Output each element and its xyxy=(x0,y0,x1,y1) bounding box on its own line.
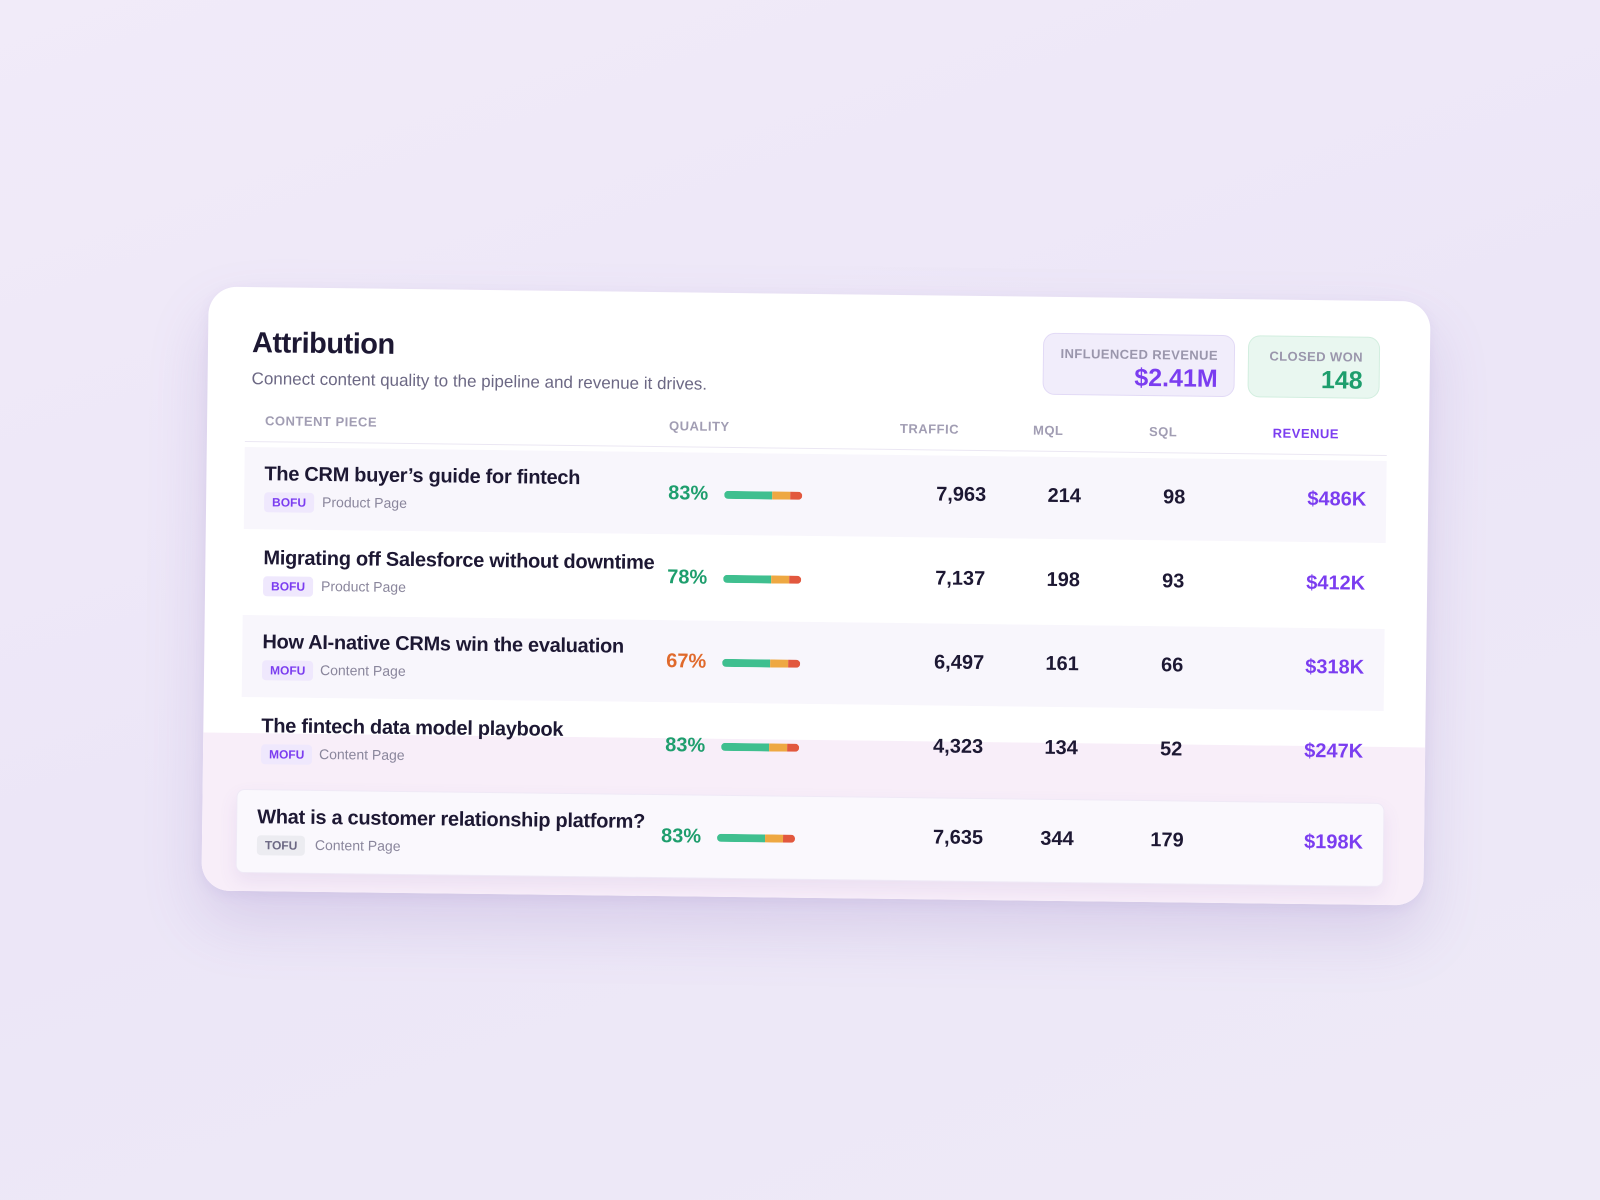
column-header: SQL xyxy=(1148,424,1178,440)
cell-revenue: $247K xyxy=(1304,739,1364,763)
quality-score: 83% xyxy=(668,482,709,505)
cell-revenue: $198K xyxy=(1303,830,1364,854)
title: Attribution xyxy=(251,327,395,361)
attribution-card: Attribution Connect content quality to t… xyxy=(201,286,1431,906)
quality-bar xyxy=(724,490,803,500)
cell-revenue: $486K xyxy=(1307,487,1367,511)
stage-tag: MOFU xyxy=(260,744,313,765)
quality-bar xyxy=(722,658,801,668)
content-title: The fintech data model playbook xyxy=(261,715,564,741)
cell-traffic: 7,137 xyxy=(935,567,986,591)
cell-traffic: 7,963 xyxy=(936,483,987,507)
quality-bar-segment xyxy=(770,659,788,668)
table-row: The fintech data model playbook MOFU Conte… xyxy=(241,699,1384,795)
quality-bar-segment xyxy=(788,575,802,584)
quality-bar-segment xyxy=(765,834,783,843)
quality-bar-segment xyxy=(786,743,800,752)
column-header: CONTENT PIECE xyxy=(265,413,378,430)
cell-revenue: $412K xyxy=(1306,571,1366,595)
cell-mql: 198 xyxy=(1046,568,1081,592)
table-row: What is a customer relationship platform… xyxy=(235,788,1385,887)
content-title: The CRM buyer’s guide for fintech xyxy=(264,463,581,490)
stage-tag: MOFU xyxy=(261,660,314,681)
page-type: Product Page xyxy=(320,577,407,595)
quality-bar-segment xyxy=(787,659,801,668)
quality-bar-segment xyxy=(722,658,771,668)
cell-traffic: 7,635 xyxy=(932,826,984,850)
cell-sql: 93 xyxy=(1161,570,1185,593)
cell-sql: 52 xyxy=(1159,738,1183,761)
table-row: The CRM buyer’s guide for fintech BOFU Pro… xyxy=(243,447,1387,543)
cell-sql: 98 xyxy=(1162,486,1186,509)
kpi-card: INFLUENCED REVENUE $2.41M xyxy=(1042,332,1236,398)
quality-bar-segment xyxy=(769,743,787,752)
quality-bar-segment xyxy=(782,834,796,843)
quality-bar-segment xyxy=(723,574,772,584)
quality-bar-segment xyxy=(721,742,770,752)
cell-sql: 66 xyxy=(1160,654,1184,677)
kpi-label: INFLUENCED REVENUE xyxy=(1060,345,1219,363)
page-type: Product Page xyxy=(322,493,408,511)
subtitle: Connect content quality to the pipeline … xyxy=(251,369,708,394)
column-header: TRAFFIC xyxy=(899,421,960,437)
table-row: Migrating off Salesforce without downtim… xyxy=(243,531,1386,627)
quality-bar-segment xyxy=(772,491,790,500)
kpi-card: CLOSED WON 148 xyxy=(1247,335,1381,399)
kpi-label: CLOSED WON xyxy=(1269,348,1364,365)
quality-bar xyxy=(716,833,796,843)
quality-score: 78% xyxy=(667,566,708,589)
stage-tag: TOFU xyxy=(256,835,306,856)
page-type: Content Page xyxy=(314,836,401,854)
quality-score: 67% xyxy=(666,650,707,673)
content-title: What is a customer relationship platform… xyxy=(257,806,646,833)
page-type: Content Page xyxy=(319,661,406,679)
column-header: REVENUE xyxy=(1272,425,1340,442)
stage-tag: BOFU xyxy=(263,492,315,513)
quality-bar-segment xyxy=(789,491,803,500)
kpi-value: 148 xyxy=(1320,366,1363,395)
cell-sql: 179 xyxy=(1150,829,1184,852)
cell-mql: 134 xyxy=(1044,736,1078,760)
cell-mql: 214 xyxy=(1047,484,1082,508)
cell-mql: 161 xyxy=(1045,652,1080,676)
column-header: QUALITY xyxy=(668,418,730,434)
table-row: How AI-native CRMs win the evaluation MOF… xyxy=(241,614,1385,711)
cell-mql: 344 xyxy=(1040,827,1074,851)
quality-score: 83% xyxy=(660,825,702,848)
quality-bar-segment xyxy=(724,490,773,500)
content-title: How AI-native CRMs win the evaluation xyxy=(262,631,625,658)
page-type: Content Page xyxy=(318,745,405,763)
kpi-value: $2.41M xyxy=(1134,363,1218,393)
quality-bar-segment xyxy=(771,575,789,584)
cell-revenue: $318K xyxy=(1305,655,1365,679)
quality-score: 83% xyxy=(665,734,706,757)
column-header: MQL xyxy=(1032,422,1064,439)
cell-traffic: 6,497 xyxy=(934,651,985,675)
cell-traffic: 4,323 xyxy=(932,735,984,759)
content-title: Migrating off Salesforce without downtim… xyxy=(263,547,655,575)
quality-bar-segment xyxy=(716,833,766,843)
stage-tag: BOFU xyxy=(262,576,314,597)
quality-bar xyxy=(721,742,800,752)
quality-bar xyxy=(723,574,802,584)
